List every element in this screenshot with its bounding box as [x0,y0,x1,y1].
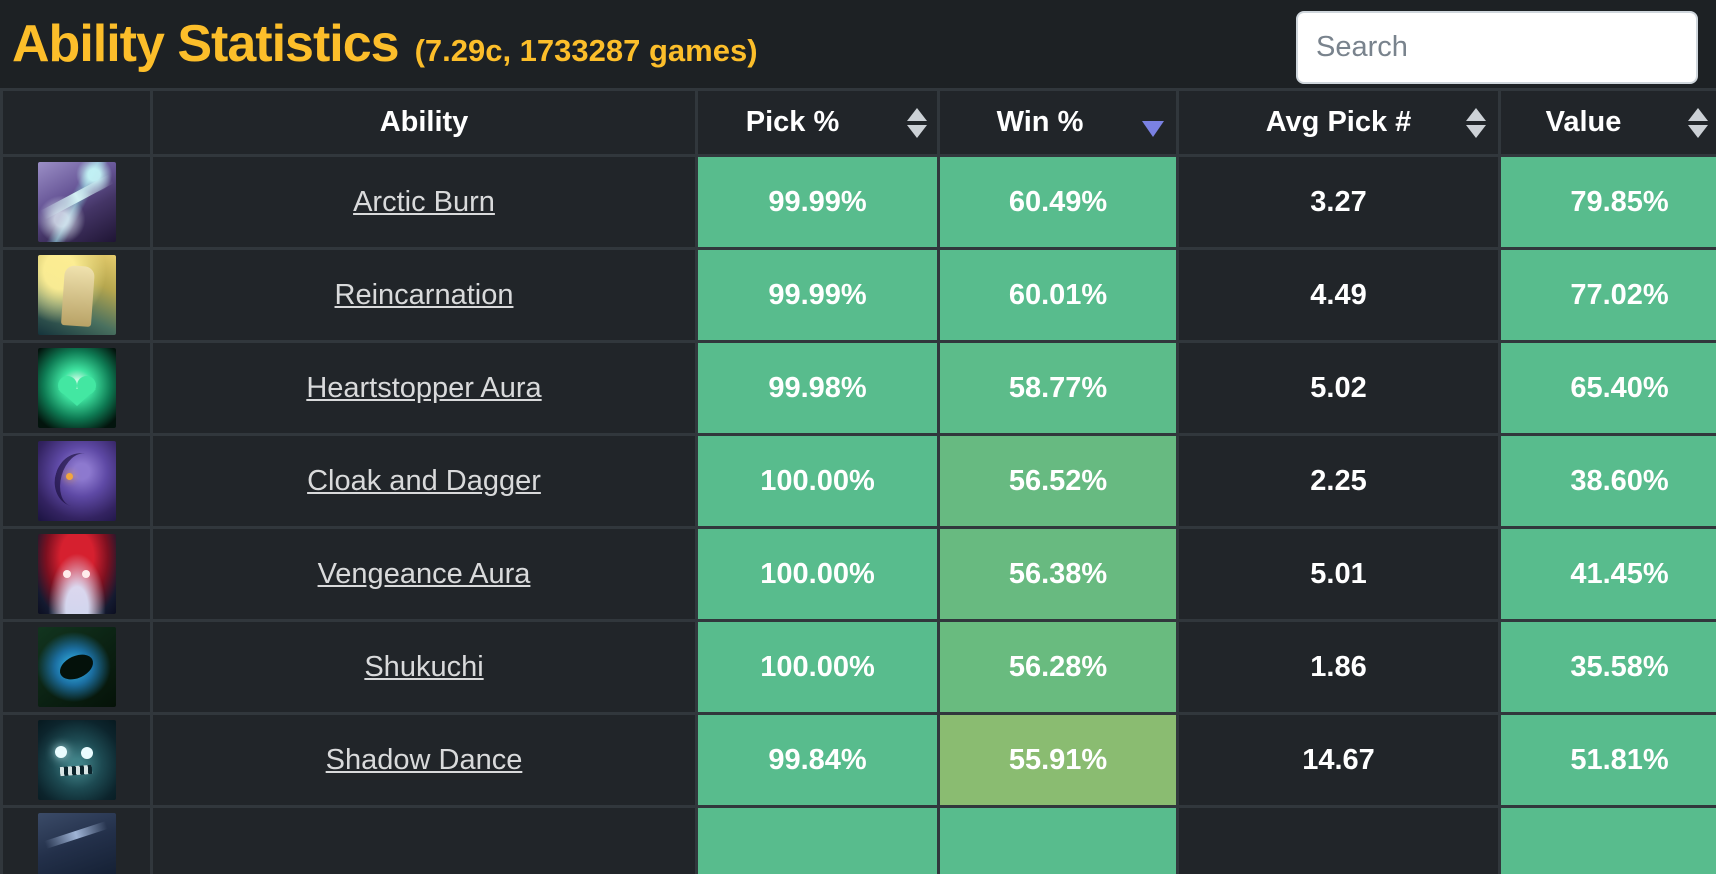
win-pct-cell: 56.38% [937,526,1179,622]
table-row: Vengeance Aura 100.00% 56.38% 5.01 41.45… [0,526,1716,622]
value-cell: 77.02% [1498,247,1716,343]
sort-descending-icon [1142,120,1164,137]
pick-pct-cell: 99.99% [695,154,940,250]
avg-pick-cell: 5.01 [1176,526,1501,622]
win-pct-cell: 55.91% [937,712,1179,808]
pick-pct-cell: 99.98% [695,340,940,436]
value-cell: 79.85% [1498,154,1716,250]
cloak-and-dagger-icon[interactable] [37,441,116,521]
table-row: Heartstopper Aura 99.98% 58.77% 5.02 65.… [0,340,1716,436]
sort-toggle-icon [1688,107,1708,138]
avg-pick-cell: 4.49 [1176,247,1501,343]
win-pct-cell: 58.77% [937,340,1179,436]
ability-name-cell: Vengeance Aura [150,526,698,622]
search-input[interactable] [1296,11,1698,84]
ability-icon-cell[interactable] [0,805,153,874]
ability-name-cell: Cloak and Dagger [150,433,698,529]
vengeance-aura-icon[interactable] [37,534,116,614]
pick-pct-cell: 100.00% [695,526,940,622]
ability-link[interactable]: Heartstopper Aura [306,371,542,404]
value-cell: 38.60% [1498,433,1716,529]
ability-name-cell: Arctic Burn [150,154,698,250]
ability-icon-cell[interactable] [0,340,153,436]
ability-name-cell [150,805,698,874]
sort-toggle-icon [907,107,927,138]
ability-link[interactable]: Shukuchi [364,650,484,683]
win-pct-cell: 56.28% [937,619,1179,715]
value-cell: 65.40% [1498,340,1716,436]
avg-pick-cell: 2.25 [1176,433,1501,529]
pick-pct-cell: 99.99% [695,247,940,343]
table-row-partial [0,805,1716,874]
shadow-dance-icon[interactable] [37,720,116,800]
avg-pick-cell: 1.86 [1176,619,1501,715]
column-header-label: Avg Pick # [1265,106,1412,138]
ability-name-cell: Shukuchi [150,619,698,715]
avg-pick-cell [1176,805,1501,874]
column-header-label: Value [1545,106,1622,138]
ability-icon-cell[interactable] [0,154,153,250]
ability-link[interactable]: Shadow Dance [325,743,523,776]
value-cell [1498,805,1716,874]
ability-name-cell: Heartstopper Aura [150,340,698,436]
value-cell: 35.58% [1498,619,1716,715]
column-header-win-pct[interactable]: Win % [937,88,1179,157]
column-header-icon [0,88,153,157]
ability-link[interactable]: Reincarnation [334,278,514,311]
table-row: Arctic Burn 99.99% 60.49% 3.27 79.85% [0,154,1716,250]
page-subtitle: (7.29c, 1733287 games) [414,33,758,68]
ability-icon-cell[interactable] [0,619,153,715]
avg-pick-cell: 5.02 [1176,340,1501,436]
win-pct-cell: 60.49% [937,154,1179,250]
column-header-ability: Ability [150,88,698,157]
reincarnation-icon[interactable] [37,255,116,335]
sort-toggle-icon [1466,107,1486,138]
ability-link[interactable]: Vengeance Aura [317,557,531,590]
ability-link[interactable]: Cloak and Dagger [307,464,541,497]
table-row: Shadow Dance 99.84% 55.91% 14.67 51.81% [0,712,1716,808]
table-row: Reincarnation 99.99% 60.01% 4.49 77.02% [0,247,1716,343]
value-cell: 51.81% [1498,712,1716,808]
column-header-value[interactable]: Value [1498,88,1716,157]
pick-pct-cell: 100.00% [695,619,940,715]
win-pct-cell [937,805,1179,874]
table-row: Shukuchi 100.00% 56.28% 1.86 35.58% [0,619,1716,715]
pick-pct-cell: 99.84% [695,712,940,808]
ability-link[interactable]: Arctic Burn [353,185,495,218]
pick-pct-cell: 100.00% [695,433,940,529]
ability-name-cell: Shadow Dance [150,712,698,808]
ability-icon-cell[interactable] [0,433,153,529]
page-header: Ability Statistics (7.29c, 1733287 games… [0,0,1716,88]
column-header-avg-pick[interactable]: Avg Pick # [1176,88,1501,157]
heartstopper-aura-icon[interactable] [37,348,116,428]
column-header-pick-pct[interactable]: Pick % [695,88,940,157]
abilities-table: Ability Pick % Win % Avg Pick # Valu [0,88,1716,874]
arctic-burn-icon[interactable] [37,162,116,242]
avg-pick-cell: 14.67 [1176,712,1501,808]
ability-name-cell: Reincarnation [150,247,698,343]
ability-icon-cell[interactable] [0,247,153,343]
ability-icon-cell[interactable] [0,526,153,622]
column-header-label: Win % [996,106,1084,138]
ability-icon-cell[interactable] [0,712,153,808]
table-row: Cloak and Dagger 100.00% 56.52% 2.25 38.… [0,433,1716,529]
win-pct-cell: 56.52% [937,433,1179,529]
win-pct-cell: 60.01% [937,247,1179,343]
abilities-table-container: Ability Pick % Win % Avg Pick # Valu [0,88,1716,874]
page-title: Ability Statistics [12,15,400,73]
shukuchi-icon[interactable] [37,627,116,707]
avg-pick-cell: 3.27 [1176,154,1501,250]
value-cell: 41.45% [1498,526,1716,622]
table-header-row: Ability Pick % Win % Avg Pick # Valu [0,88,1716,157]
column-header-label: Pick % [745,106,840,138]
next-row-partial-icon[interactable] [37,813,116,874]
pick-pct-cell [695,805,940,874]
